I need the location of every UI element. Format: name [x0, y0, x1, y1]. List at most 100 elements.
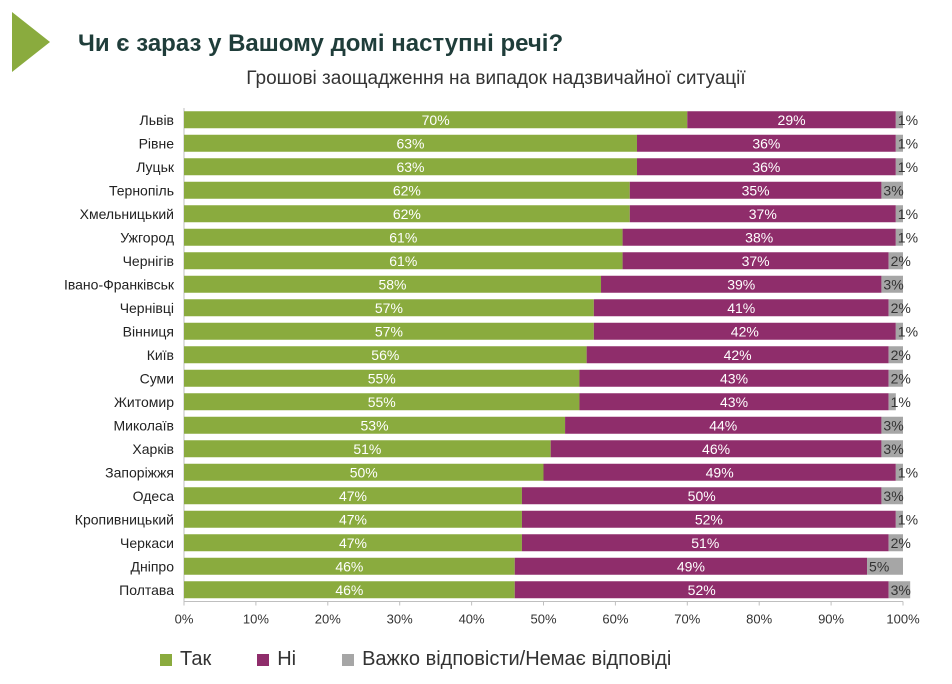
- bar-hard: [888, 369, 903, 387]
- bar-no: [636, 158, 896, 176]
- data-label-no: 36%: [752, 159, 780, 175]
- bar-no: [579, 393, 889, 411]
- bar-no: [565, 416, 882, 434]
- data-label-yes: 47%: [339, 488, 367, 504]
- x-tick-label: 80%: [746, 612, 772, 627]
- bar-hard: [881, 487, 903, 505]
- data-label-no: 44%: [709, 417, 737, 433]
- data-label-yes: 61%: [389, 253, 417, 269]
- bar-yes: [184, 134, 637, 152]
- category-label: Рівне: [139, 135, 175, 151]
- data-label-yes: 63%: [396, 135, 424, 151]
- data-label-yes: 55%: [368, 370, 396, 386]
- category-label: Львів: [140, 112, 174, 128]
- x-tick-label: 70%: [674, 612, 700, 627]
- data-label-hard: 1%: [898, 135, 918, 151]
- category-label: Харків: [132, 441, 174, 457]
- data-label-yes: 57%: [375, 323, 403, 339]
- data-label-hard: 1%: [898, 511, 918, 527]
- bar-hard: [895, 322, 903, 340]
- category-label: Ужгород: [120, 229, 174, 245]
- category-label: Запоріжжя: [105, 464, 174, 480]
- bar-yes: [184, 111, 688, 129]
- x-tick-label: 30%: [387, 612, 413, 627]
- bar-hard: [881, 181, 903, 199]
- category-label: Полтава: [119, 582, 174, 598]
- x-tick-label: 40%: [459, 612, 485, 627]
- bar-no: [601, 275, 882, 293]
- bar-hard: [895, 228, 903, 246]
- data-label-yes: 46%: [335, 582, 363, 598]
- category-label: Миколаїв: [113, 417, 174, 433]
- bar-no: [586, 346, 889, 364]
- data-label-yes: 62%: [393, 182, 421, 198]
- bar-no: [521, 510, 896, 528]
- bar-yes: [184, 581, 515, 599]
- bar-yes: [184, 463, 544, 481]
- data-label-no: 43%: [720, 394, 748, 410]
- bar-yes: [184, 440, 551, 458]
- data-label-hard: 2%: [891, 370, 911, 386]
- data-label-yes: 46%: [335, 558, 363, 574]
- data-label-hard: 3%: [883, 182, 903, 198]
- data-label-yes: 55%: [368, 394, 396, 410]
- bar-yes: [184, 393, 580, 411]
- category-label: Чернігів: [123, 253, 174, 269]
- category-label: Тернопіль: [109, 182, 174, 198]
- data-label-yes: 57%: [375, 300, 403, 316]
- bar-yes: [184, 487, 522, 505]
- bar-yes: [184, 416, 566, 434]
- bar-hard: [881, 416, 903, 434]
- bar-no: [579, 369, 889, 387]
- category-label: Луцьк: [136, 159, 175, 175]
- bar-no: [521, 534, 889, 552]
- bar-no: [622, 252, 889, 270]
- data-label-hard: 1%: [898, 112, 918, 128]
- data-label-yes: 62%: [393, 206, 421, 222]
- data-label-no: 50%: [688, 488, 716, 504]
- bar-no: [687, 111, 896, 129]
- data-label-no: 52%: [695, 511, 723, 527]
- category-label: Хмельницький: [80, 206, 174, 222]
- data-label-hard: 5%: [869, 558, 889, 574]
- data-label-no: 46%: [702, 441, 730, 457]
- category-label: Чернівці: [120, 300, 174, 316]
- data-label-yes: 47%: [339, 511, 367, 527]
- bar-yes: [184, 346, 587, 364]
- data-label-hard: 3%: [883, 276, 903, 292]
- legend-label-hard: Важко відповісти/Немає відповіді: [362, 648, 672, 670]
- data-label-hard: 3%: [883, 441, 903, 457]
- data-label-yes: 56%: [371, 347, 399, 363]
- bar-no: [622, 228, 896, 246]
- bar-yes: [184, 534, 522, 552]
- data-label-no: 38%: [745, 229, 773, 245]
- data-label-yes: 47%: [339, 535, 367, 551]
- bar-yes: [184, 181, 630, 199]
- bar-hard: [888, 346, 903, 364]
- bar-hard: [895, 205, 903, 223]
- data-label-hard: 1%: [898, 159, 918, 175]
- data-label-yes: 61%: [389, 229, 417, 245]
- bar-no: [636, 134, 896, 152]
- data-label-no: 43%: [720, 370, 748, 386]
- bar-yes: [184, 557, 515, 575]
- bar-yes: [184, 369, 580, 387]
- bar-hard: [895, 134, 903, 152]
- bar-hard: [888, 534, 903, 552]
- data-label-hard: 1%: [898, 206, 918, 222]
- data-label-no: 49%: [677, 558, 705, 574]
- bar-hard: [895, 510, 903, 528]
- bar-yes: [184, 322, 594, 340]
- data-label-hard: 1%: [898, 323, 918, 339]
- category-label: Житомир: [114, 394, 174, 410]
- bar-no: [593, 299, 889, 317]
- data-label-no: 29%: [778, 112, 806, 128]
- data-label-yes: 53%: [361, 417, 389, 433]
- bar-hard: [888, 252, 903, 270]
- category-label: Одеса: [133, 488, 175, 504]
- data-label-no: 36%: [752, 135, 780, 151]
- bar-no: [521, 487, 882, 505]
- data-label-yes: 51%: [353, 441, 381, 457]
- bar-hard: [881, 275, 903, 293]
